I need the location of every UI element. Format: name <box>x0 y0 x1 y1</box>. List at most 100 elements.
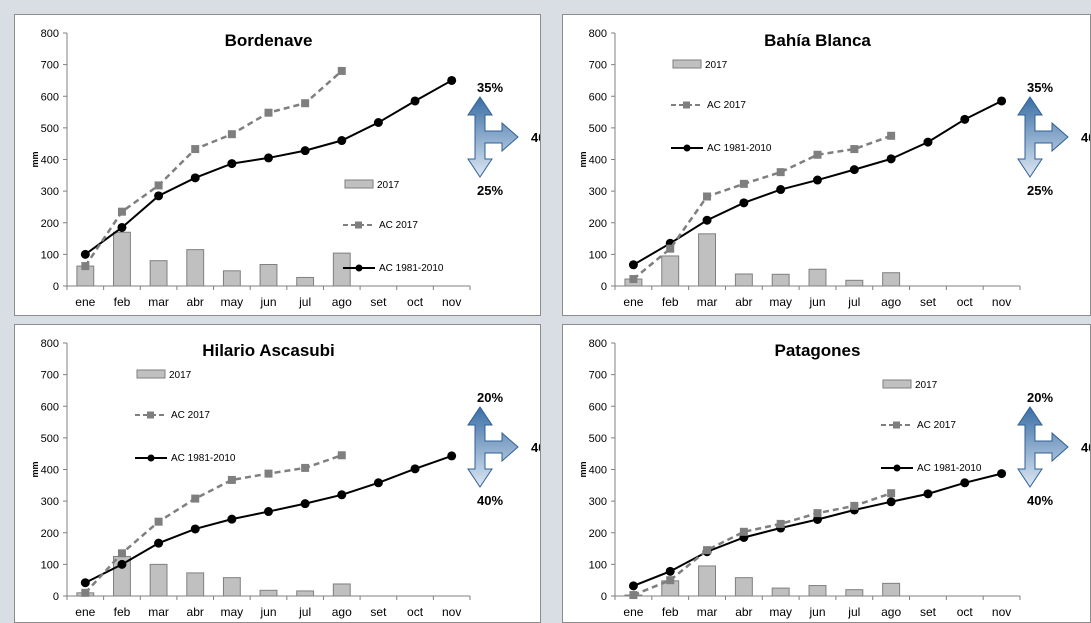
point-ac-2017 <box>264 469 273 478</box>
tercile-arrow-icon <box>467 406 519 488</box>
y-tick-label: 400 <box>41 465 59 477</box>
annotation-up: 35% <box>1027 80 1053 95</box>
bar <box>882 582 901 597</box>
point-ac-1981-2010 <box>154 538 164 548</box>
annotation-right: 40% <box>1081 440 1090 455</box>
x-tick-label: feb <box>662 295 679 309</box>
point-ac-1981-2010 <box>80 578 90 588</box>
legend-marker-ac-2017 <box>147 411 154 419</box>
bar <box>332 583 351 597</box>
point-ac-1981-2010 <box>117 222 127 232</box>
bar <box>808 585 827 597</box>
bar <box>845 279 864 287</box>
point-ac-1981-2010 <box>702 215 712 225</box>
point-ac-2017 <box>154 517 163 526</box>
chart-svg: 0 100 200 300 400 500 600 700 800 mm ene feb mar abr m… <box>578 338 1090 619</box>
point-ac-1981-2010 <box>300 499 310 509</box>
point-ac-2017 <box>666 244 675 253</box>
x-tick-label: oct <box>957 295 974 309</box>
point-ac-1981-2010 <box>849 165 859 175</box>
legend-marker-ac-1981-2010 <box>683 144 691 152</box>
arrow-shape <box>1017 96 1069 178</box>
chart-title: Patagones <box>774 341 861 360</box>
point-ac-1981-2010 <box>813 514 822 524</box>
y-tick-label: 600 <box>41 401 59 413</box>
bar <box>149 563 168 597</box>
x-tick-label: set <box>920 605 937 619</box>
y-tick-label: 700 <box>589 370 607 382</box>
point-ac-1981-2010 <box>410 96 420 106</box>
chart-panel-hilario-ascasubi: 0 100 200 300 400 500 600 700 800 mm ene feb mar abr m… <box>14 324 541 623</box>
point-ac-1981-2010 <box>665 566 675 576</box>
x-tick-label: mar <box>697 295 718 309</box>
point-ac-1981-2010 <box>447 75 457 85</box>
legend: 2017 AC 2017 AC 1981-2010 <box>881 379 982 474</box>
x-tick-label: ene <box>75 295 95 309</box>
annotation-up: 35% <box>477 80 503 95</box>
point-ac-2017 <box>191 494 200 503</box>
x-tick-label: oct <box>407 605 424 619</box>
annotation-down: 25% <box>477 183 503 198</box>
x-tick-label: abr <box>735 605 752 619</box>
bar <box>149 260 168 287</box>
y-tick-label: 0 <box>53 591 59 603</box>
y-tick-label: 200 <box>589 528 607 540</box>
x-tick-label: may <box>221 295 244 309</box>
bar <box>259 589 278 597</box>
annotation-down: 40% <box>477 493 503 508</box>
tercile-arrow-icon <box>467 96 519 178</box>
bar <box>222 270 241 287</box>
point-ac-1981-2010 <box>190 173 200 183</box>
x-tick-label: set <box>370 295 387 309</box>
point-ac-2017 <box>666 576 675 585</box>
point-ac-2017 <box>301 99 310 108</box>
point-ac-1981-2010 <box>190 524 200 534</box>
y-tick-label: 100 <box>41 249 59 261</box>
y-tick-label: 0 <box>601 281 607 293</box>
x-tick-label: ago <box>332 295 352 309</box>
y-axis-label: mm <box>578 151 588 167</box>
bar <box>296 276 315 287</box>
point-ac-1981-2010 <box>886 497 896 507</box>
y-axis-label: mm <box>578 461 588 477</box>
bar <box>332 252 351 287</box>
arrow-shape <box>467 406 519 488</box>
point-ac-2017 <box>117 549 126 558</box>
point-ac-2017 <box>850 501 859 510</box>
point-ac-2017 <box>301 463 310 472</box>
legend-marker-ac-2017 <box>683 101 690 109</box>
point-ac-2017 <box>776 168 785 177</box>
bar <box>882 272 901 287</box>
point-ac-1981-2010 <box>264 507 273 517</box>
point-ac-1981-2010 <box>813 175 822 185</box>
point-ac-2017 <box>850 145 859 154</box>
y-tick-label: 600 <box>589 401 607 413</box>
chart-svg: 0 100 200 300 400 500 600 700 800 mm ene feb mar abr m… <box>578 28 1090 309</box>
y-tick-label: 100 <box>41 559 59 571</box>
point-ac-2017 <box>887 489 896 498</box>
x-tick-label: abr <box>187 605 204 619</box>
annotation-down: 40% <box>1027 493 1053 508</box>
legend: 2017 AC 2017 AC 1981-2010 <box>671 59 772 154</box>
y-tick-label: 300 <box>589 496 607 508</box>
y-tick-label: 600 <box>589 91 607 103</box>
bar <box>845 589 864 597</box>
y-tick-label: 200 <box>589 218 607 230</box>
y-tick-label: 800 <box>589 28 607 40</box>
annotation-right: 40% <box>531 440 540 455</box>
bar <box>113 231 131 287</box>
y-tick-label: 500 <box>41 123 59 135</box>
chart-title: Bordenave <box>224 31 313 50</box>
point-ac-1981-2010 <box>337 136 347 146</box>
point-ac-2017 <box>887 131 896 140</box>
arrow-shape <box>1017 406 1069 488</box>
point-ac-2017 <box>739 179 748 188</box>
bar <box>771 273 790 287</box>
y-tick-label: 0 <box>53 281 59 293</box>
point-ac-1981-2010 <box>628 581 638 591</box>
point-ac-2017 <box>739 527 748 536</box>
x-tick-label: jun <box>808 295 825 309</box>
point-ac-1981-2010 <box>886 154 896 164</box>
bar <box>186 249 205 287</box>
point-ac-1981-2010 <box>960 478 970 488</box>
